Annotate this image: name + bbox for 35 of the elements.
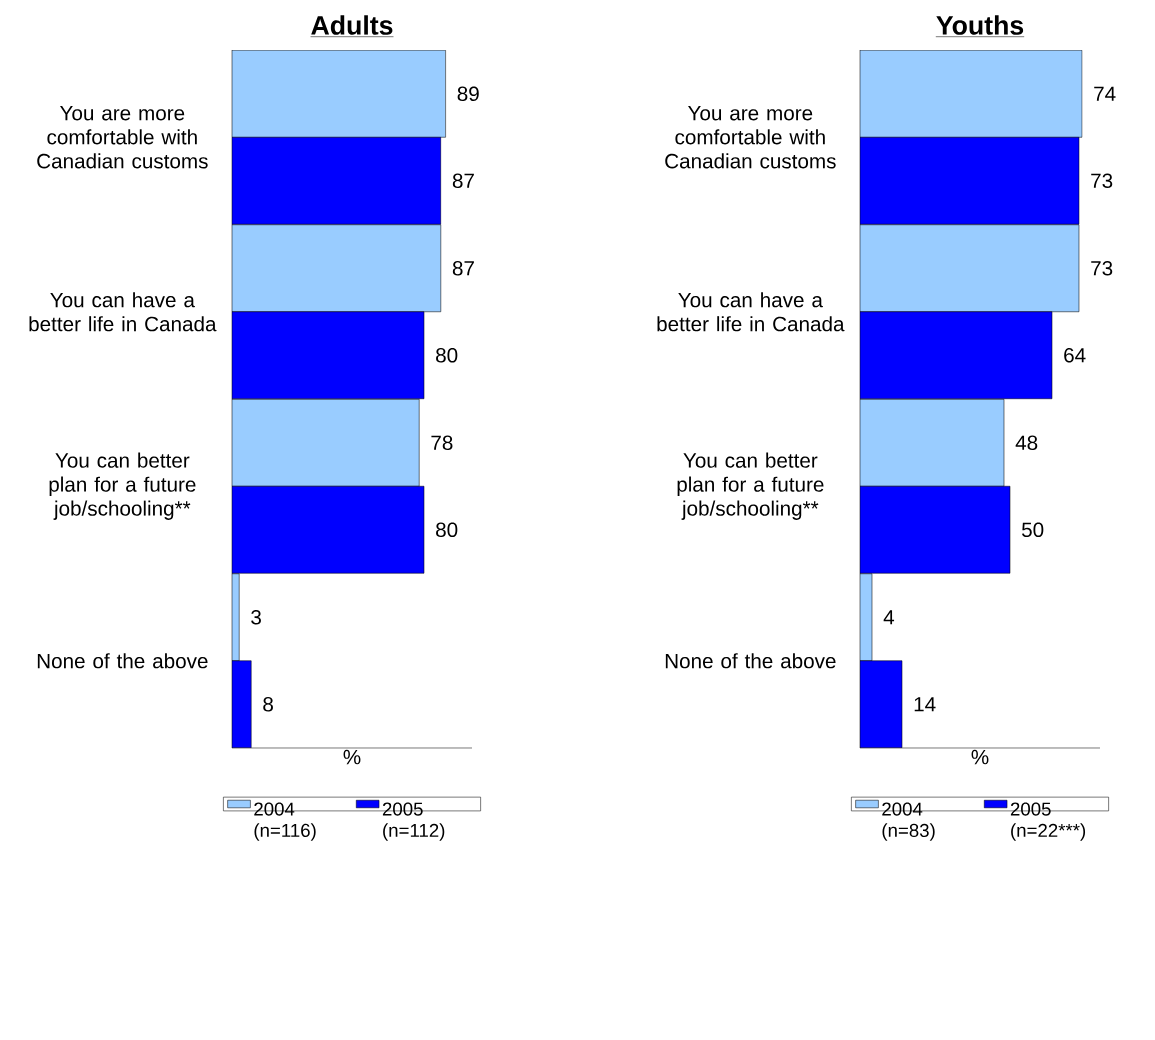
y-tick-label: You can better plan for a future job/schooling**: [49, 452, 196, 520]
data-label: 80: [436, 522, 458, 538]
x-axis-title: %: [971, 749, 989, 765]
y-tick-label: You are more comfortable with Canadian customs: [665, 106, 836, 169]
legend-label: 2004 (n=83): [882, 802, 935, 841]
bar: [232, 398, 420, 487]
chart-title: Adults: [311, 15, 393, 35]
data-label: 48: [1015, 435, 1038, 451]
data-label: 14: [914, 697, 936, 712]
bar: [232, 224, 442, 313]
y-tick-label: You are more comfortable with Canadian customs: [37, 106, 208, 169]
y-tick-label: You can have a better life in Canada: [29, 292, 217, 332]
y-tick-label: None of the above: [665, 653, 836, 669]
data-label: 73: [1091, 173, 1113, 189]
data-label: 89: [457, 86, 479, 102]
data-label: 50: [1022, 522, 1044, 538]
bar: [232, 50, 446, 138]
data-label: 73: [1091, 260, 1113, 276]
data-label: 78: [431, 435, 453, 451]
y-tick-label: You can better plan for a future job/schooling**: [677, 452, 824, 520]
data-label: 8: [263, 696, 273, 712]
y-tick-label: You can have a better life in Canada: [657, 292, 845, 332]
legend-label: 2005 (n=22***): [1010, 802, 1086, 841]
chart-title: Youths: [936, 15, 1024, 35]
y-tick-label: None of the above: [37, 653, 208, 669]
data-label: 87: [452, 260, 474, 276]
x-axis-title: %: [343, 749, 361, 765]
data-label: 87: [452, 173, 474, 189]
legend-label: 2005 (n=112): [382, 802, 445, 841]
data-label: 80: [436, 347, 458, 363]
data-label: 4: [883, 610, 895, 625]
data-label: 64: [1064, 347, 1086, 363]
data-label: 3: [251, 609, 261, 625]
data-label: 74: [1094, 86, 1116, 101]
legend-label: 2004 (n=116): [254, 802, 316, 841]
